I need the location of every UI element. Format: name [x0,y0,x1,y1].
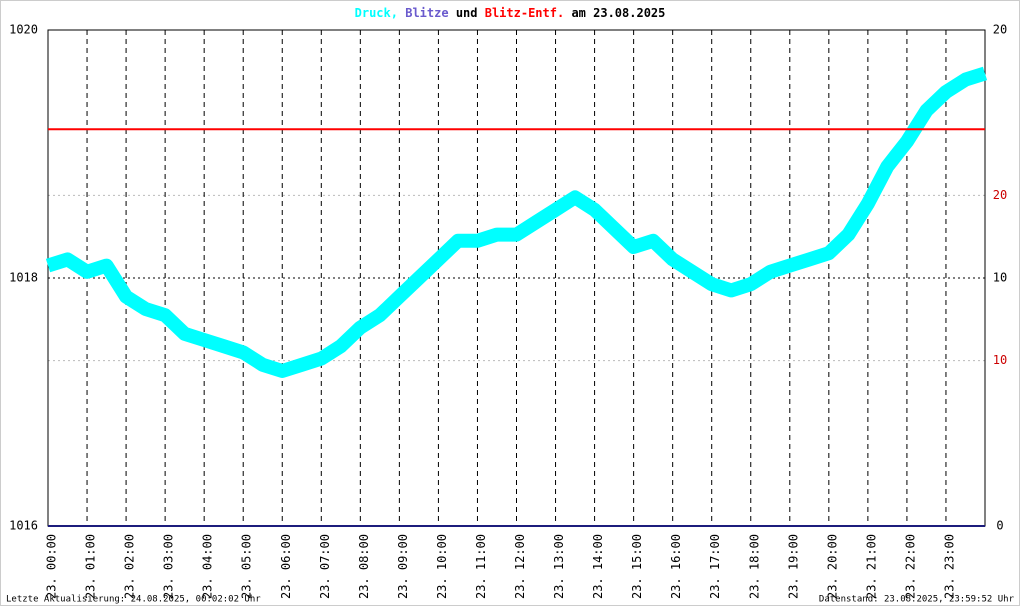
x-tick-label: 23. 13:00 [552,534,566,599]
x-tick-label: 23. 23:00 [942,534,956,599]
x-tick-label: 23. 07:00 [318,534,332,599]
x-tick-label: 23. 12:00 [513,534,527,599]
y2-tick-label: 20 [993,23,1007,37]
x-tick-label: 23. 02:00 [123,534,137,599]
x-tick-label: 23. 19:00 [786,534,800,599]
x-tick-label: 23. 20:00 [825,534,839,599]
footer-right: Datenstand: 23.08.2025, 23:59:52 Uhr [819,595,1015,605]
title-part: Blitz-Entf. [485,6,564,20]
x-tick-label: 23. 06:00 [279,534,293,599]
x-tick-label: 23. 00:00 [45,534,59,599]
x-tick-label: 23. 08:00 [357,534,371,599]
y-tick-label: 1018 [9,271,38,285]
x-tick-label: 23. 16:00 [669,534,683,599]
footer-left: Letzte Aktualisierung: 24.08.2025, 00:02… [6,595,261,605]
title-part: und [456,6,478,20]
data-line [45,66,988,378]
x-tick-label: 23. 17:00 [708,534,722,599]
x-tick-label: 23. 11:00 [474,534,488,599]
y2-tick-label: 0 [996,519,1003,533]
y-tick-label: 1016 [9,519,38,533]
x-tick-label: 23. 01:00 [84,534,98,599]
x-tick-label: 23. 05:00 [240,534,254,599]
x-tick-label: 23. 10:00 [435,534,449,599]
x-tick-label: 23. 22:00 [903,534,917,599]
x-tick-label: 23. 18:00 [747,534,761,599]
title-part: Druck, [355,6,398,20]
chart-title: Druck, Blitze und Blitz-Entf. am 23.08.2… [355,6,666,20]
title-part: Blitze [405,6,448,20]
y3-tick-label: 20 [993,188,1007,202]
y3-tick-label: 10 [993,353,1007,367]
title-part: am 23.08.2025 [571,6,665,20]
y2-tick-label: 10 [993,271,1007,285]
x-tick-label: 23. 04:00 [201,534,215,599]
y-tick-label: 1020 [9,23,38,37]
x-tick-label: 23. 15:00 [630,534,644,599]
x-tick-label: 23. 09:00 [396,534,410,599]
x-tick-label: 23. 14:00 [591,534,605,599]
x-tick-label: 23. 21:00 [864,534,878,599]
x-tick-label: 23. 03:00 [162,534,176,599]
